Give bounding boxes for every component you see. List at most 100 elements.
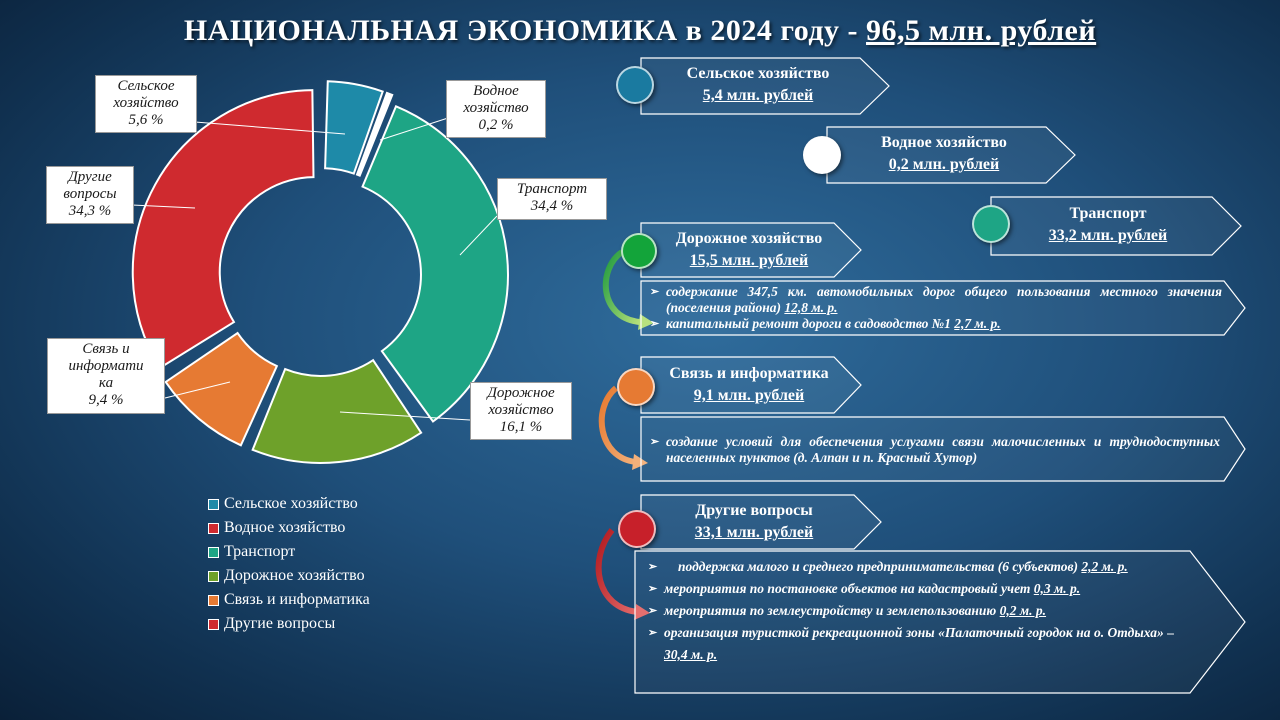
leader-water	[379, 117, 449, 141]
detail-item: поддержка малого и среднего предпринимат…	[644, 556, 1174, 578]
block-agriculture: Сельское хозяйство 5,4 млн. рублей	[640, 57, 890, 115]
legend-swatch	[208, 594, 219, 606]
title-main: НАЦИОНАЛЬНАЯ ЭКОНОМИКА в 2024 году -	[183, 14, 867, 47]
block-water: Водное хозяйство 0,2 млн. рублей	[826, 126, 1076, 184]
legend-label: Транспорт	[224, 543, 296, 560]
slice-other	[131, 89, 315, 370]
legend-label: Дорожное хозяйство	[224, 567, 365, 584]
callout-pct: 9,4 %	[88, 392, 124, 408]
callout-text: ка	[98, 375, 114, 391]
callout-pct: 34,4 %	[530, 198, 574, 214]
comm-arrowhead	[632, 454, 648, 470]
detail-amount: 0,2 м. р.	[999, 603, 1047, 618]
detail-text: мероприятия по постановке объектов на ка…	[664, 581, 1034, 596]
legend-label: Сельское хозяйство	[224, 495, 358, 512]
block-label: Водное хозяйство	[881, 134, 1007, 151]
slice-agriculture	[324, 80, 384, 175]
leader-communication	[164, 381, 231, 399]
detail-item: капитальный ремонт дороги в садоводство …	[646, 316, 1222, 332]
callout-text: Дорожное	[487, 385, 555, 401]
leader-roads	[339, 411, 471, 421]
callout-text: информати	[68, 358, 144, 374]
legend-swatch	[208, 546, 219, 558]
block-label: Сельское хозяйство	[686, 65, 830, 82]
legend-label: Связь и информатика	[224, 591, 370, 608]
legend-item-agriculture: Сельское хозяйство	[208, 492, 370, 516]
legend-item-transport: Транспорт	[208, 540, 370, 564]
legend-item-water: Водное хозяйство	[208, 516, 370, 540]
block-value: 33,2 млн. рублей	[1048, 227, 1168, 244]
legend-swatch	[208, 570, 219, 582]
leader-other	[131, 204, 196, 209]
legend-item-roads: Дорожное хозяйство	[208, 564, 370, 588]
block-label: Дорожное хозяйство	[675, 230, 823, 247]
title-amount: 96,5 млн. рублей	[866, 14, 1097, 47]
other-arrow	[595, 528, 639, 615]
bullet-agriculture	[616, 66, 654, 104]
callout-pct: 16,1 %	[499, 419, 543, 435]
detail-item: содержание 347,5 км. автомобильных дорог…	[646, 284, 1222, 316]
roads-arrow	[602, 249, 641, 325]
callout-text: Транспорт	[516, 181, 588, 197]
block-value: 0,2 млн. рублей	[888, 156, 1000, 173]
slice-water	[355, 91, 394, 177]
details-list: создание условий для обеспечения услугам…	[640, 416, 1246, 466]
donut-chart	[131, 80, 509, 464]
block-other: Другие вопросы 33,1 млн. рублей	[640, 494, 882, 550]
detail-text: содержание 347,5 км. автомобильных дорог…	[666, 284, 1222, 315]
slice-transport	[361, 105, 509, 423]
callout-text: Другие	[68, 169, 112, 185]
detail-item: мероприятия по землеустройству и землепо…	[644, 600, 1174, 622]
chart-legend: Сельское хозяйство Водное хозяйство Тран…	[208, 492, 370, 636]
bullet-other	[618, 510, 656, 548]
details-roads: содержание 347,5 км. автомобильных дорог…	[640, 280, 1246, 336]
callout-pct: 5,6 %	[128, 112, 164, 128]
bullet-communication	[617, 368, 655, 406]
callout-roads: Дорожное хозяйство 16,1 %	[470, 382, 572, 440]
block-roads: Дорожное хозяйство 15,5 млн. рублей	[640, 222, 862, 278]
callout-pct: 34,3 %	[68, 203, 112, 219]
block-value: 15,5 млн. рублей	[689, 252, 809, 269]
detail-text: создание условий для обеспечения услугам…	[666, 434, 1220, 465]
bullet-roads	[621, 233, 657, 269]
bullet-water	[803, 136, 841, 174]
legend-swatch	[208, 522, 219, 534]
legend-swatch	[208, 618, 219, 630]
block-outline	[826, 126, 1076, 184]
callout-text: Сельское	[117, 78, 175, 94]
block-label: Связь и информатика	[669, 365, 829, 382]
block-label: Транспорт	[1069, 205, 1147, 222]
legend-label: Водное хозяйство	[224, 519, 346, 536]
callout-pct: 0,2 %	[478, 117, 514, 133]
block-label: Другие вопросы	[695, 502, 813, 519]
detail-text: поддержка малого и среднего предпринимат…	[678, 559, 1082, 574]
legend-swatch	[208, 498, 219, 510]
detail-amount: 2,2 м. р.	[1081, 559, 1128, 574]
details-list: поддержка малого и среднего предпринимат…	[634, 550, 1246, 666]
callout-text: хозяйство	[113, 95, 179, 111]
detail-amount: 12,8 м. р.	[784, 300, 838, 315]
block-value: 33,1 млн. рублей	[694, 524, 814, 541]
details-list: содержание 347,5 км. автомобильных дорог…	[640, 280, 1246, 332]
block-outline	[990, 196, 1242, 256]
other-arrowhead	[634, 604, 650, 620]
legend-item-communication: Связь и информатика	[208, 588, 370, 612]
page-title: НАЦИОНАЛЬНАЯ ЭКОНОМИКА в 2024 году - 96,…	[0, 14, 1280, 48]
leader-agriculture	[194, 121, 346, 135]
leader-transport	[459, 215, 498, 256]
legend-label: Другие вопросы	[224, 615, 336, 632]
block-value: 9,1 млн. рублей	[693, 387, 805, 404]
callout-text: Водное	[473, 83, 519, 99]
detail-text: мероприятия по землеустройству и землепо…	[664, 603, 1000, 618]
details-communication: создание условий для обеспечения услугам…	[640, 416, 1246, 482]
callout-transport: Транспорт 34,4 %	[497, 178, 607, 220]
detail-amount: 0,3 м. р.	[1033, 581, 1081, 596]
detail-item: мероприятия по постановке объектов на ка…	[644, 578, 1174, 600]
callout-text: вопросы	[63, 186, 117, 202]
callout-other: Другие вопросы 34,3 %	[46, 166, 134, 224]
detail-amount: 30,4 м. р.	[664, 647, 718, 662]
callout-text: хозяйство	[463, 100, 529, 116]
legend-item-other: Другие вопросы	[208, 612, 370, 636]
callout-communication: Связь и информати ка 9,4 %	[47, 338, 165, 414]
callout-water: Водное хозяйство 0,2 %	[446, 80, 546, 138]
